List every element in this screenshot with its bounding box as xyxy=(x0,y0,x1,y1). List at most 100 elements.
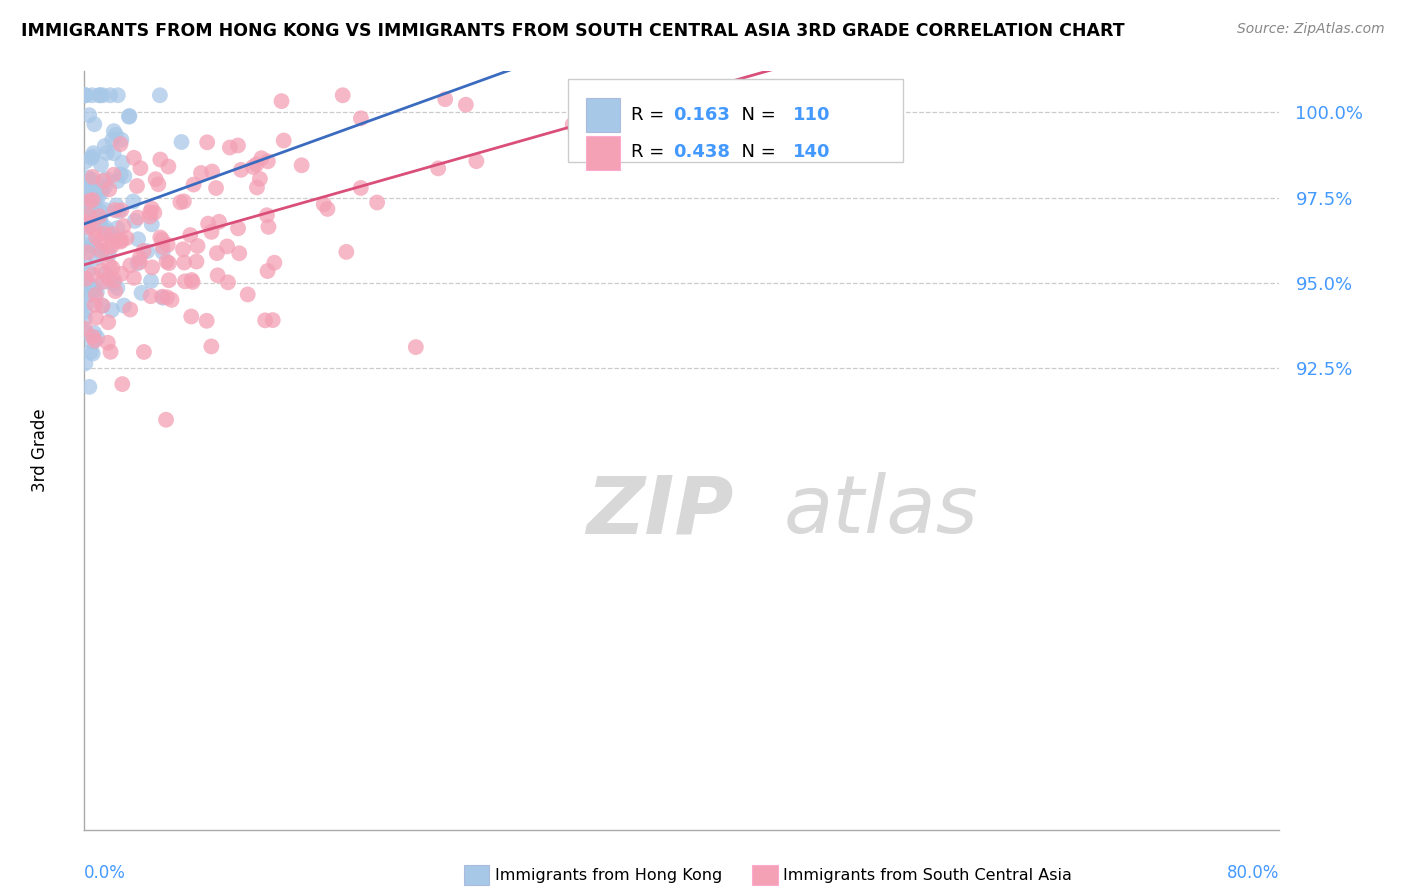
Point xyxy=(79,196,101,211)
Point xyxy=(132,244,155,258)
Point xyxy=(97,315,120,329)
Point xyxy=(86,285,108,300)
Point xyxy=(94,220,117,235)
Point xyxy=(110,137,132,152)
Point xyxy=(96,145,118,160)
Point xyxy=(128,255,150,269)
Point xyxy=(190,166,212,180)
Point xyxy=(366,195,388,210)
Point xyxy=(98,88,121,103)
Point xyxy=(84,192,107,206)
Point xyxy=(101,230,124,244)
Point xyxy=(82,146,104,161)
FancyBboxPatch shape xyxy=(586,98,620,132)
Point xyxy=(131,285,153,300)
Point xyxy=(90,204,112,219)
Point xyxy=(82,169,104,184)
Point xyxy=(112,299,135,313)
Point xyxy=(76,186,98,200)
Point xyxy=(75,326,97,340)
Point xyxy=(110,133,132,147)
Point xyxy=(291,158,314,172)
Point xyxy=(249,172,271,186)
Point xyxy=(112,219,135,233)
Point xyxy=(73,254,96,268)
FancyBboxPatch shape xyxy=(568,79,903,162)
Text: 0.438: 0.438 xyxy=(673,144,731,161)
Point xyxy=(91,275,114,289)
Point xyxy=(157,256,180,270)
Text: Immigrants from South Central Asia: Immigrants from South Central Asia xyxy=(783,868,1071,882)
Point xyxy=(150,290,173,304)
Point xyxy=(91,299,114,313)
Text: Immigrants from Hong Kong: Immigrants from Hong Kong xyxy=(495,868,723,882)
Point xyxy=(77,108,100,122)
Point xyxy=(186,239,208,253)
Point xyxy=(152,291,174,305)
Text: R =: R = xyxy=(630,144,669,161)
Point xyxy=(84,230,107,244)
Point xyxy=(98,240,121,254)
Point xyxy=(97,271,120,285)
Point xyxy=(91,299,114,313)
Point xyxy=(201,164,224,178)
Point xyxy=(90,157,112,171)
Point xyxy=(101,303,124,318)
Point xyxy=(122,194,145,209)
Point xyxy=(110,267,132,281)
Point xyxy=(105,198,128,212)
Point xyxy=(120,302,142,317)
Text: Source: ZipAtlas.com: Source: ZipAtlas.com xyxy=(1237,22,1385,37)
Point xyxy=(87,190,110,204)
Point xyxy=(76,296,98,310)
Point xyxy=(111,377,134,392)
Text: 80.0%: 80.0% xyxy=(1227,863,1279,881)
Point xyxy=(82,330,104,344)
Point xyxy=(152,245,174,260)
Point xyxy=(127,256,149,270)
Point xyxy=(149,153,172,167)
Text: ZIP: ZIP xyxy=(586,472,734,550)
Point xyxy=(107,88,129,103)
Point xyxy=(157,160,180,174)
Point xyxy=(217,239,239,253)
Point xyxy=(207,268,229,283)
Point xyxy=(226,221,249,235)
Point xyxy=(262,313,284,327)
Point xyxy=(125,178,148,193)
Point xyxy=(139,274,162,288)
Point xyxy=(105,234,128,248)
Point xyxy=(127,232,149,246)
Point xyxy=(111,155,134,169)
Point xyxy=(86,331,108,345)
Point xyxy=(98,182,121,196)
Point xyxy=(208,215,231,229)
Point xyxy=(90,245,112,260)
Point xyxy=(79,194,101,208)
Text: IMMIGRANTS FROM HONG KONG VS IMMIGRANTS FROM SOUTH CENTRAL ASIA 3RD GRADE CORREL: IMMIGRANTS FROM HONG KONG VS IMMIGRANTS … xyxy=(21,22,1125,40)
Point xyxy=(200,225,222,239)
Point xyxy=(75,212,97,227)
Point xyxy=(454,97,477,112)
Point xyxy=(256,154,278,169)
Point xyxy=(73,321,96,335)
Point xyxy=(103,124,125,138)
Point xyxy=(101,260,124,275)
Point xyxy=(90,235,112,249)
Point xyxy=(350,181,373,195)
Point xyxy=(82,88,104,103)
Point xyxy=(179,228,201,243)
Point xyxy=(84,288,107,302)
Point xyxy=(104,128,127,142)
Point xyxy=(94,267,117,281)
Point xyxy=(170,135,193,149)
Point xyxy=(169,195,191,210)
Point xyxy=(80,284,103,298)
Point xyxy=(82,346,104,360)
Point xyxy=(89,209,111,223)
Point xyxy=(76,289,98,303)
Point xyxy=(101,133,124,147)
Point xyxy=(636,88,658,103)
Point xyxy=(332,88,354,103)
Point xyxy=(75,304,97,318)
